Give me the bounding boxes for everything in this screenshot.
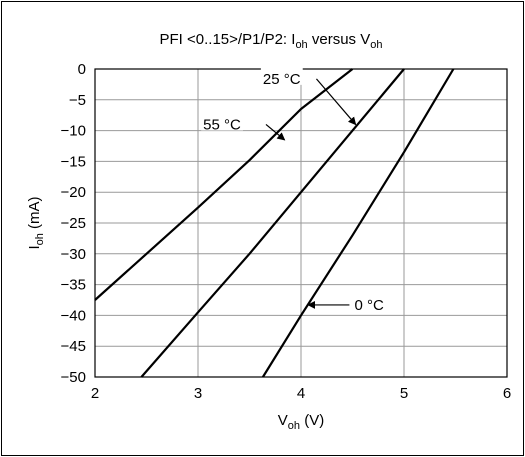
y-tick-label: −50 (61, 369, 86, 386)
x-tick-labels: 2 3 4 5 6 (91, 385, 511, 402)
series-line-55Cc (94, 68, 354, 301)
y-tick-label: −25 (61, 215, 86, 232)
chart-title: PFI <0..15>/P1/P2: Ioh versus Voh (160, 31, 383, 51)
annotation-arrow (265, 123, 286, 141)
annotation-label-bg (352, 292, 387, 311)
series-line-25Cc (140, 68, 405, 378)
y-tick-labels: 0 −5 −10 −15 −20 −25 −30 −35 −40 −45 −50 (61, 61, 86, 386)
y-tick-label: −45 (61, 338, 86, 355)
annotation-label: 55 °C (203, 116, 241, 133)
x-tick-label: 5 (400, 385, 408, 402)
annotation-label: 0 °C (355, 297, 385, 314)
series-lines (94, 68, 455, 378)
annotation-label-bg (260, 66, 303, 85)
x-tick-label: 3 (194, 385, 202, 402)
y-tick-label: −35 (61, 277, 86, 294)
y-tick-label: −15 (61, 153, 86, 170)
x-tick-label: 2 (91, 385, 99, 402)
x-axis-label: Voh (V) (278, 412, 324, 432)
y-tick-label: −5 (69, 92, 86, 109)
annotation-arrow (315, 78, 357, 126)
annotations: 25 °C 55 °C 0 °C (201, 66, 387, 314)
y-tick-label: 0 (78, 61, 86, 78)
grid (94, 68, 508, 378)
y-tick-label: −40 (61, 307, 86, 324)
y-tick-label: −30 (61, 246, 86, 263)
y-axis-label: Ioh (mA) (26, 196, 46, 249)
y-tick-label: −10 (61, 123, 86, 140)
x-tick-label: 4 (297, 385, 305, 402)
x-tick-label: 6 (503, 385, 511, 402)
annotation-label-bg (201, 112, 244, 131)
series-line-0Cc (261, 68, 455, 378)
y-tick-label: −20 (61, 184, 86, 201)
annotation-label: 25 °C (263, 71, 301, 88)
